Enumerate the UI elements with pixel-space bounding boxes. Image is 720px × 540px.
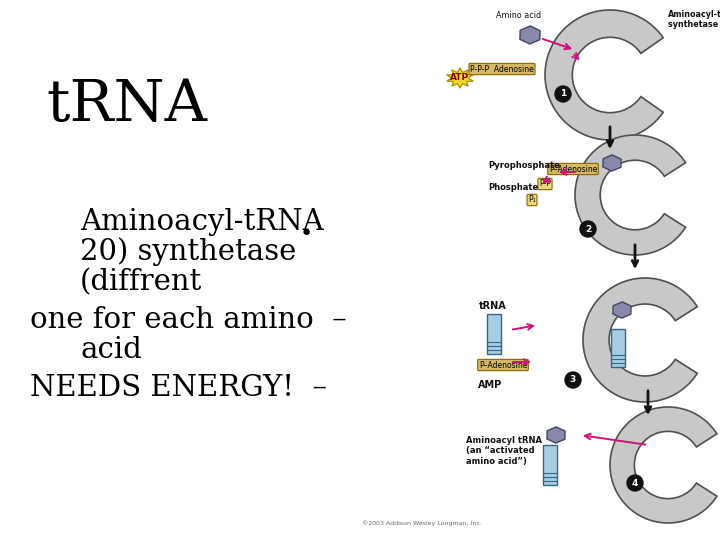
Circle shape bbox=[565, 372, 581, 388]
Text: Amino acid: Amino acid bbox=[496, 11, 541, 20]
Polygon shape bbox=[520, 26, 540, 44]
Text: one for each amino  –: one for each amino – bbox=[30, 306, 347, 334]
Text: 4: 4 bbox=[632, 478, 638, 488]
Text: Aminoacyl-tRNA
synthetase (enzyme): Aminoacyl-tRNA synthetase (enzyme) bbox=[668, 10, 720, 29]
Bar bbox=[487, 314, 501, 354]
Text: Pyrophosphate: Pyrophosphate bbox=[488, 161, 560, 171]
Text: 1: 1 bbox=[560, 90, 566, 98]
Polygon shape bbox=[603, 155, 621, 171]
Circle shape bbox=[627, 475, 643, 491]
Text: P-P-P  Adenosine: P-P-P Adenosine bbox=[470, 64, 534, 73]
Text: Phosphate: Phosphate bbox=[488, 183, 539, 192]
Text: •: • bbox=[300, 224, 312, 244]
Text: P₁: P₁ bbox=[528, 195, 536, 205]
Bar bbox=[611, 329, 625, 367]
Polygon shape bbox=[613, 302, 631, 318]
Text: tRNA: tRNA bbox=[47, 77, 207, 133]
Bar bbox=[543, 445, 557, 485]
Text: P–Adenosine: P–Adenosine bbox=[479, 361, 527, 369]
Circle shape bbox=[555, 86, 571, 102]
Text: ATP: ATP bbox=[451, 73, 469, 83]
Text: ©2003 Addison Wesley Longman, Inc.: ©2003 Addison Wesley Longman, Inc. bbox=[362, 521, 482, 526]
Text: Aminoacyl tRNA
(an “activated
amino acid”): Aminoacyl tRNA (an “activated amino acid… bbox=[466, 436, 542, 466]
Wedge shape bbox=[583, 278, 697, 402]
Text: acid: acid bbox=[80, 336, 142, 364]
Wedge shape bbox=[575, 135, 685, 255]
Wedge shape bbox=[545, 10, 663, 140]
Text: (diffrent: (diffrent bbox=[80, 268, 202, 296]
Text: 20) synthetase: 20) synthetase bbox=[80, 238, 297, 266]
Text: 3: 3 bbox=[570, 375, 576, 384]
Text: 2: 2 bbox=[585, 225, 591, 233]
Text: P-P: P-P bbox=[539, 179, 551, 188]
Text: tRNA: tRNA bbox=[479, 301, 507, 311]
Text: Aminoacyl-tRNA: Aminoacyl-tRNA bbox=[80, 208, 324, 236]
Text: NEEDS ENERGY!  –: NEEDS ENERGY! – bbox=[30, 374, 327, 402]
Polygon shape bbox=[547, 427, 565, 443]
Circle shape bbox=[580, 221, 596, 237]
Polygon shape bbox=[446, 68, 473, 88]
Wedge shape bbox=[610, 407, 717, 523]
Text: P–Adenosine: P–Adenosine bbox=[549, 165, 597, 173]
Text: AMP: AMP bbox=[478, 380, 502, 390]
